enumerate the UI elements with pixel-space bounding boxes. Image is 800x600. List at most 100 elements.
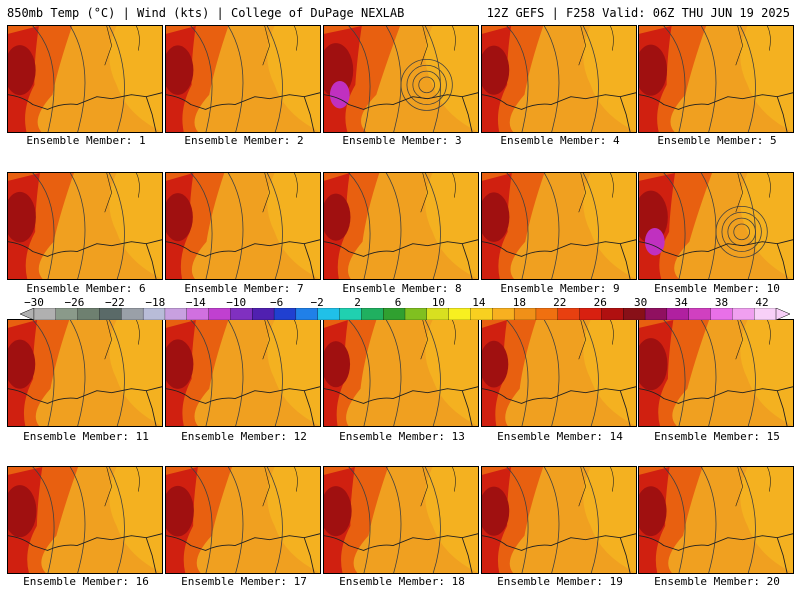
colorbar-swatch xyxy=(754,308,777,320)
temperature-map xyxy=(639,320,793,426)
ensemble-member-label: Ensemble Member: 2 xyxy=(184,134,304,147)
temperature-map xyxy=(324,173,478,279)
temperature-map xyxy=(482,26,636,132)
colorbar-swatch xyxy=(339,308,362,320)
colorbar-tick-label: 22 xyxy=(553,296,567,309)
temperature-map xyxy=(8,467,162,573)
colorbar-swatch xyxy=(492,308,515,320)
colorbar-swatch xyxy=(164,308,188,320)
colorbar-swatch xyxy=(666,308,690,320)
ensemble-member-label: Ensemble Member: 12 xyxy=(181,430,307,443)
colorbar-swatch xyxy=(557,308,581,320)
colorbar-tick-label: 34 xyxy=(674,296,688,309)
ensemble-map-panel xyxy=(7,25,163,133)
temperature-map xyxy=(324,467,478,573)
ensemble-map-panel xyxy=(7,319,163,427)
temperature-map xyxy=(482,467,636,573)
ensemble-member-label: Ensemble Member: 19 xyxy=(497,575,623,588)
colorbar-swatch xyxy=(99,308,122,320)
ensemble-member-label: Ensemble Member: 6 xyxy=(26,282,146,295)
ensemble-member-label: Ensemble Member: 17 xyxy=(181,575,307,588)
ensemble-member-label: Ensemble Member: 9 xyxy=(500,282,620,295)
ensemble-map-panel xyxy=(323,319,479,427)
colorbar-swatch xyxy=(295,308,319,320)
ensemble-member-label: Ensemble Member: 14 xyxy=(497,430,623,443)
colorbar-swatch xyxy=(121,308,144,320)
ensemble-map-panel xyxy=(481,25,637,133)
ensemble-member-label: Ensemble Member: 18 xyxy=(339,575,465,588)
temperature-map xyxy=(324,320,478,426)
colorbar-tick-label: −6 xyxy=(270,296,284,309)
temperature-map xyxy=(324,26,478,132)
ensemble-map-panel xyxy=(638,466,794,574)
ensemble-map-panel xyxy=(638,319,794,427)
colorbar-swatch xyxy=(55,308,79,320)
ensemble-map-panel xyxy=(481,319,637,427)
colorbar-swatch xyxy=(142,308,166,320)
colorbar-tick-label: 30 xyxy=(634,296,648,309)
ensemble-map-panel xyxy=(323,172,479,280)
colorbar-swatch xyxy=(688,308,711,320)
colorbar-swatch xyxy=(273,308,297,320)
ensemble-member-label: Ensemble Member: 8 xyxy=(342,282,462,295)
colorbar-tick-label: −10 xyxy=(226,296,247,309)
colorbar-swatch xyxy=(361,308,384,320)
colorbar-swatch xyxy=(186,308,210,320)
temperature-map xyxy=(8,173,162,279)
temperature-map xyxy=(639,467,793,573)
colorbar-swatch xyxy=(579,308,602,320)
ensemble-map-panel xyxy=(165,466,321,574)
colorbar-swatch xyxy=(448,308,471,320)
colorbar-tick-label: −26 xyxy=(64,296,85,309)
colorbar-swatch xyxy=(644,308,668,320)
ensemble-member-label: Ensemble Member: 5 xyxy=(657,134,777,147)
temperature-map xyxy=(166,173,320,279)
colorbar-tick-label: −18 xyxy=(145,296,166,309)
ensemble-member-label: Ensemble Member: 1 xyxy=(26,134,146,147)
colorbar-tick-label: 42 xyxy=(755,296,769,309)
ensemble-member-label: Ensemble Member: 13 xyxy=(339,430,465,443)
ensemble-member-label: Ensemble Member: 11 xyxy=(23,430,149,443)
colorbar-swatch xyxy=(77,308,100,320)
temperature-map xyxy=(8,320,162,426)
temperature-map xyxy=(166,26,320,132)
ensemble-member-label: Ensemble Member: 4 xyxy=(500,134,620,147)
colorbar xyxy=(20,308,790,320)
colorbar-swatch xyxy=(230,308,253,320)
colorbar-swatch xyxy=(383,308,406,320)
ensemble-member-label: Ensemble Member: 15 xyxy=(654,430,780,443)
colorbar-tick-label: 18 xyxy=(512,296,526,309)
colorbar-swatch xyxy=(470,308,493,320)
temperature-map xyxy=(166,467,320,573)
ensemble-member-label: Ensemble Member: 16 xyxy=(23,575,149,588)
colorbar-tick-label: 26 xyxy=(593,296,607,309)
colorbar-swatch xyxy=(317,308,340,320)
colorbar-tick-label: −2 xyxy=(310,296,324,309)
colorbar-swatch xyxy=(710,308,733,320)
ensemble-map-panel xyxy=(638,25,794,133)
colorbar-swatch xyxy=(732,308,755,320)
ensemble-member-label: Ensemble Member: 3 xyxy=(342,134,462,147)
colorbar-tick-label: −30 xyxy=(24,296,44,309)
colorbar-swatch xyxy=(208,308,231,320)
model-valid-time: 12Z GEFS | F258 Valid: 06Z THU JUN 19 20… xyxy=(486,6,790,20)
map-title: 850mb Temp (°C) | Wind (kts) | College o… xyxy=(7,6,405,20)
colorbar-swatch xyxy=(252,308,275,320)
temperature-map xyxy=(8,26,162,132)
temperature-map xyxy=(482,173,636,279)
colorbar-tick-label: 38 xyxy=(714,296,729,309)
ensemble-map-panel xyxy=(165,172,321,280)
temperature-map xyxy=(639,26,793,132)
temperature-map xyxy=(482,320,636,426)
colorbar-swatch xyxy=(33,308,57,320)
colorbar-swatch xyxy=(535,308,559,320)
ensemble-map-panel xyxy=(481,172,637,280)
ensemble-map-panel xyxy=(638,172,794,280)
ensemble-map-panel xyxy=(323,466,479,574)
ensemble-member-label: Ensemble Member: 10 xyxy=(654,282,780,295)
temperature-map xyxy=(166,320,320,426)
ensemble-map-panel xyxy=(165,25,321,133)
ensemble-map-panel xyxy=(7,466,163,574)
ensemble-member-label: Ensemble Member: 20 xyxy=(654,575,780,588)
colorbar-swatch xyxy=(623,308,646,320)
